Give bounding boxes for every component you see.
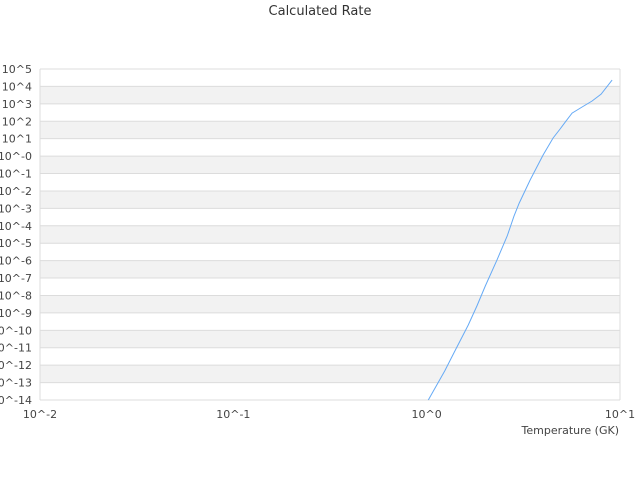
- grid-band: [40, 69, 620, 87]
- y-tick-label: 10^-5: [0, 237, 32, 250]
- y-tick-label: 10^-2: [0, 185, 32, 198]
- grid-band: [40, 121, 620, 139]
- y-tick-label: 10^-12: [0, 359, 32, 372]
- grid-band: [40, 190, 620, 209]
- x-tick-label: 10^0: [412, 408, 442, 421]
- grid-band: [40, 295, 620, 313]
- x-tick-label: 10^1: [605, 408, 635, 421]
- grid-band: [40, 138, 620, 157]
- y-tick-label: 10^-6: [0, 255, 32, 268]
- y-tick-label: 10^-1: [0, 168, 32, 181]
- y-tick-label: 10^3: [2, 98, 32, 111]
- y-tick-label: 10^2: [2, 115, 32, 128]
- y-tick-label: 10^-0: [0, 150, 32, 163]
- y-tick-label: 10^-11: [0, 342, 32, 355]
- x-tick-label: 10^-1: [216, 408, 250, 421]
- grid-band: [40, 365, 620, 383]
- y-tick-label: 10^4: [2, 80, 32, 93]
- y-tick-label: 10^-8: [0, 289, 32, 302]
- grid-band: [40, 330, 620, 348]
- y-tick-label: 10^5: [2, 63, 32, 76]
- grid-band: [40, 156, 620, 174]
- x-axis-label: Temperature (GK): [521, 424, 620, 437]
- grid-band: [40, 103, 620, 122]
- grid-band: [40, 382, 620, 400]
- grid-band: [40, 312, 620, 331]
- grid-band: [40, 260, 620, 279]
- grid-band: [40, 225, 620, 244]
- y-tick-label: 10^-10: [0, 324, 32, 337]
- y-tick-label: 10^-7: [0, 272, 32, 285]
- y-tick-label: 10^-13: [0, 377, 32, 390]
- grid-band: [40, 173, 620, 191]
- grid-band: [40, 86, 620, 104]
- grid-band: [40, 278, 620, 296]
- chart-title: Calculated Rate: [268, 4, 372, 19]
- grid-band: [40, 347, 620, 366]
- y-tick-label: 10^-3: [0, 202, 32, 215]
- y-tick-label: 10^-9: [0, 307, 32, 320]
- grid-band: [40, 243, 620, 261]
- series-line: [427, 79, 613, 401]
- x-tick-label: 10^-2: [23, 408, 57, 421]
- y-tick-label: 10^-14: [0, 394, 32, 407]
- grid-band: [40, 208, 620, 226]
- y-tick-label: 10^1: [2, 133, 32, 146]
- y-tick-label: 10^-4: [0, 220, 32, 233]
